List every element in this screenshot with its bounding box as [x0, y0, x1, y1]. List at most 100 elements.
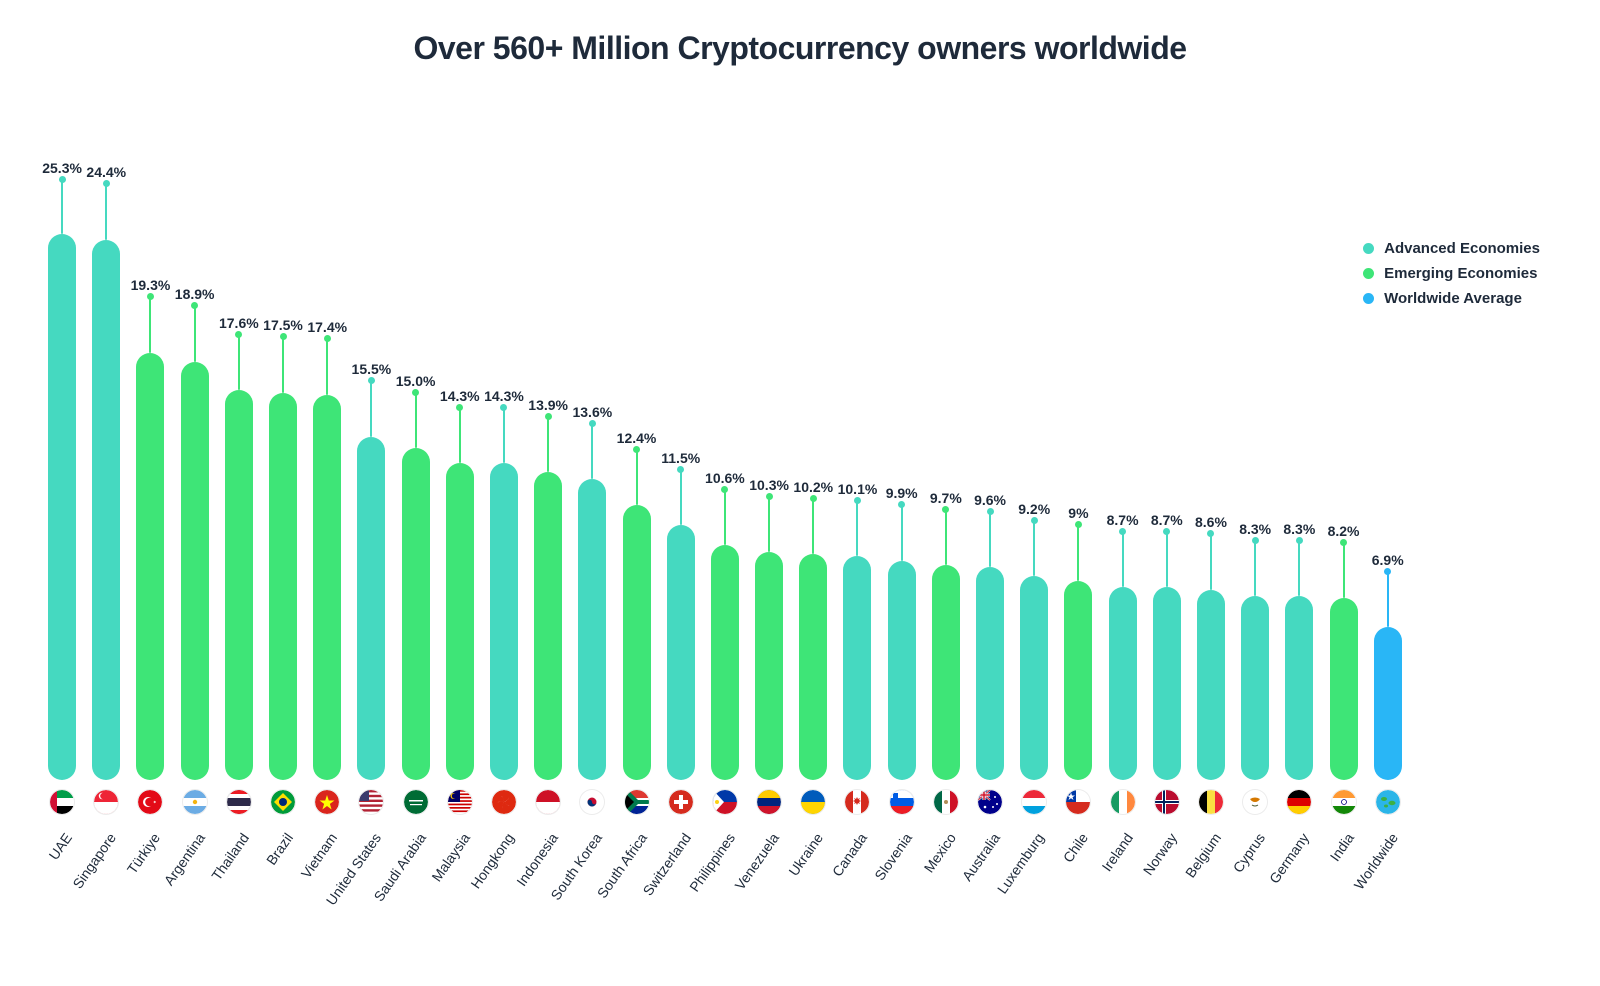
- flag-icon: [492, 790, 516, 814]
- x-label-cell: Belgium: [1189, 822, 1233, 942]
- x-label: India: [1326, 830, 1357, 864]
- x-label-cell: Norway: [1145, 822, 1189, 942]
- bar-value-label: 10.6%: [705, 470, 745, 486]
- bar-pin: [1298, 541, 1300, 596]
- bar-pin: [901, 505, 903, 560]
- flag-cell: [968, 790, 1012, 814]
- x-label: Canada: [829, 830, 870, 879]
- bar-value-label: 14.3%: [484, 388, 524, 404]
- x-label: Chile: [1060, 830, 1091, 865]
- bar: [578, 479, 606, 780]
- flag-icon: [580, 790, 604, 814]
- x-label-cell: Ireland: [1101, 822, 1145, 942]
- bar-pin: [194, 306, 196, 361]
- flag-icon: [1155, 790, 1179, 814]
- bar-pin-dot: [191, 302, 198, 309]
- bar: [623, 505, 651, 780]
- bar-value-label: 8.7%: [1151, 512, 1183, 528]
- x-label: Mexico: [920, 830, 959, 876]
- x-label: Ireland: [1098, 830, 1136, 874]
- bar-pin: [547, 417, 549, 472]
- bar-slot: 24.4%: [84, 160, 128, 780]
- flag-cell: [1145, 790, 1189, 814]
- flag-cell: [1277, 790, 1321, 814]
- bar-value-label: 9%: [1068, 505, 1088, 521]
- flag-cell: [128, 790, 172, 814]
- bar-pin-dot: [1296, 537, 1303, 544]
- bar-value-label: 8.6%: [1195, 514, 1227, 530]
- bar-pin-dot: [1119, 528, 1126, 535]
- bar-pin: [768, 497, 770, 552]
- bar: [402, 448, 430, 780]
- bar-slot: 8.7%: [1145, 160, 1189, 780]
- bar-pin: [1210, 534, 1212, 589]
- bar-slot: 12.4%: [614, 160, 658, 780]
- legend-label: Advanced Economies: [1384, 240, 1540, 257]
- bar: [976, 567, 1004, 780]
- flag-cell: [349, 790, 393, 814]
- bar-pin: [1077, 525, 1079, 580]
- bar-pin-dot: [368, 377, 375, 384]
- bar-pin-dot: [147, 293, 154, 300]
- bar-slot: 14.3%: [482, 160, 526, 780]
- x-label: Brazil: [263, 830, 296, 868]
- bar: [490, 463, 518, 780]
- bar-pin-dot: [942, 506, 949, 513]
- bar-slot: 19.3%: [128, 160, 172, 780]
- flag-icon: [845, 790, 869, 814]
- bar: [1241, 596, 1269, 780]
- flag-icon: [271, 790, 295, 814]
- flag-cell: [40, 790, 84, 814]
- flag-cell: [570, 790, 614, 814]
- bar-slot: 25.3%: [40, 160, 84, 780]
- bar-pin-dot: [721, 486, 728, 493]
- flag-icon: [757, 790, 781, 814]
- bar-pin-dot: [633, 446, 640, 453]
- flag-cell: [1012, 790, 1056, 814]
- flag-cell: [526, 790, 570, 814]
- legend-label: Emerging Economies: [1384, 265, 1537, 282]
- bar-slot: 8.7%: [1101, 160, 1145, 780]
- bar: [534, 472, 562, 780]
- x-label-cell: Mexico: [924, 822, 968, 942]
- x-label: Türkiye: [124, 830, 163, 877]
- x-label-cell: Worldwide: [1366, 822, 1410, 942]
- bar: [932, 565, 960, 780]
- bar-pin-dot: [1031, 517, 1038, 524]
- bar-pin-dot: [1075, 521, 1082, 528]
- bar-pin: [61, 180, 63, 234]
- bar-slot: 9.6%: [968, 160, 1012, 780]
- bar-value-label: 15.0%: [396, 373, 436, 389]
- bar-slot: 10.1%: [835, 160, 879, 780]
- x-label-cell: Canada: [835, 822, 879, 942]
- bar-value-label: 14.3%: [440, 388, 480, 404]
- bar-pin-dot: [103, 180, 110, 187]
- bar: [313, 395, 341, 780]
- flag-cell: [217, 790, 261, 814]
- flag-icon: [227, 790, 251, 814]
- flag-icon: [448, 790, 472, 814]
- x-label-cell: Venezuela: [747, 822, 791, 942]
- bar-pin-dot: [1207, 530, 1214, 537]
- legend-item: Worldwide Average: [1363, 290, 1540, 307]
- flag-icon: [315, 790, 339, 814]
- bar-pin-dot: [59, 176, 66, 183]
- legend-swatch: [1363, 268, 1374, 279]
- bar: [225, 390, 253, 780]
- bar: [843, 556, 871, 780]
- x-label-cell: Argentina: [173, 822, 217, 942]
- flag-cell: [747, 790, 791, 814]
- bar-value-label: 11.5%: [661, 450, 700, 466]
- bar-slot: 9%: [1056, 160, 1100, 780]
- flag-icon: [1243, 790, 1267, 814]
- bar-value-label: 24.4%: [86, 164, 126, 180]
- x-label: Vietnam: [298, 830, 340, 881]
- bar-value-label: 15.5%: [352, 361, 392, 377]
- flag-icon: [50, 790, 74, 814]
- flag-cell: [394, 790, 438, 814]
- bar-slot: 17.5%: [261, 160, 305, 780]
- flag-icon: [625, 790, 649, 814]
- bar-pin-dot: [854, 497, 861, 504]
- x-label-cell: Brazil: [261, 822, 305, 942]
- flag-cell: [305, 790, 349, 814]
